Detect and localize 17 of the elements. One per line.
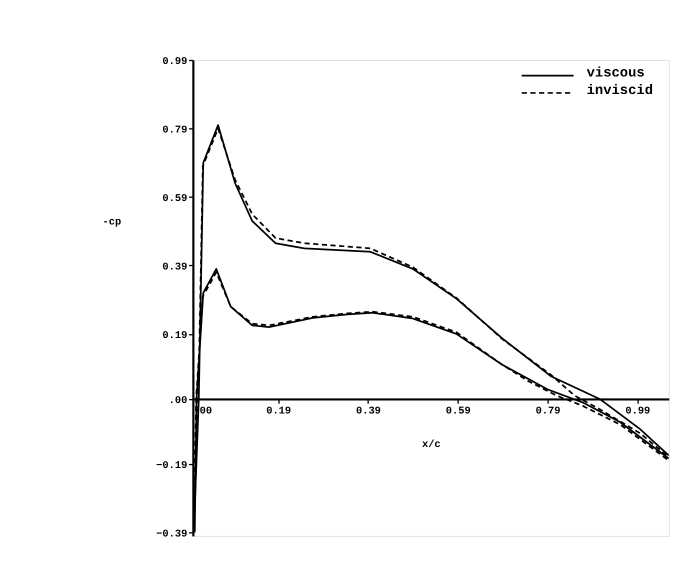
y-tick-label: 0.39 [162,261,188,274]
legend-label: inviscid [586,82,654,99]
x-tick-label: 0.59 [446,405,471,418]
x-tick-label: 0.79 [536,405,560,418]
x-axis-title: x/c [422,439,441,451]
y-tick-label: −0.19 [156,460,188,472]
x-tick-label: 0.39 [356,405,381,418]
y-axis-title: -cp [102,216,122,228]
y-tick-label: 0.99 [162,56,188,68]
y-tick-label: 0.79 [162,124,188,136]
y-tick-label: 0.59 [162,192,188,205]
x-tick-label: 0.19 [266,405,292,418]
x-tick-label: 0.99 [625,405,650,418]
y-tick-label: −0.39 [156,528,188,540]
y-tick-label: 0.19 [162,330,188,342]
y-tick-label: .00 [168,394,188,407]
legend-label: viscous [586,65,645,82]
